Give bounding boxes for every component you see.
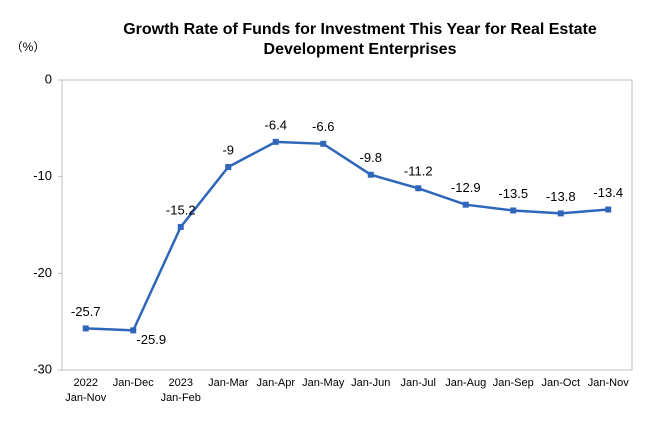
x-tick-label: Jan-Mar	[208, 377, 249, 389]
marker	[130, 327, 137, 334]
data-label: -15.2	[166, 202, 196, 217]
data-label: -9	[222, 142, 234, 157]
data-label: -11.2	[404, 164, 433, 179]
marker	[367, 171, 374, 178]
x-tick-label: Jan-Sep	[492, 377, 534, 389]
x-tick-label: Jan-May	[302, 377, 345, 389]
plot-frame	[61, 79, 633, 371]
data-label: -13.5	[498, 186, 528, 201]
x-tick-label: 2022 Jan-Nov	[65, 377, 107, 404]
marker	[82, 325, 89, 332]
data-label: -13.4	[593, 185, 623, 200]
chart-title: Growth Rate of Funds for Investment This…	[123, 21, 597, 58]
data-label: -12.9	[451, 180, 481, 195]
x-tick-label: Jan-Nov	[587, 377, 629, 389]
data-label: -6.4	[265, 117, 287, 132]
marker	[177, 223, 184, 230]
marker	[272, 138, 279, 145]
x-tick-label: Jan-Apr	[256, 377, 296, 389]
marker	[605, 206, 612, 213]
data-label: -13.8	[546, 189, 576, 204]
marker	[510, 207, 517, 214]
data-label: -25.7	[71, 304, 101, 319]
x-tick-label: Jan-Dec	[112, 377, 154, 389]
data-label: -25.9	[136, 332, 166, 347]
y-tick-label: 0	[45, 71, 52, 86]
x-tick-label: Jan-Jun	[351, 377, 391, 389]
x-tick-label: Jan-Oct	[541, 377, 580, 389]
x-tick-label: 2023 Jan-Feb	[160, 377, 201, 404]
data-label: -9.8	[360, 150, 382, 165]
y-tick-label: -10	[33, 168, 52, 183]
marker	[557, 210, 564, 217]
marker	[225, 164, 232, 170]
data-label: -6.6	[312, 119, 334, 134]
marker	[462, 201, 469, 208]
y-tick-label: -30	[33, 361, 52, 376]
x-tick-label: Jan-Jul	[400, 377, 436, 389]
line	[85, 140, 609, 332]
y-axis-label: （%）	[11, 40, 46, 54]
marker	[320, 140, 327, 147]
y-tick-label: -20	[33, 265, 52, 280]
x-tick-label: Jan-Aug	[445, 377, 487, 389]
marker	[415, 185, 422, 192]
